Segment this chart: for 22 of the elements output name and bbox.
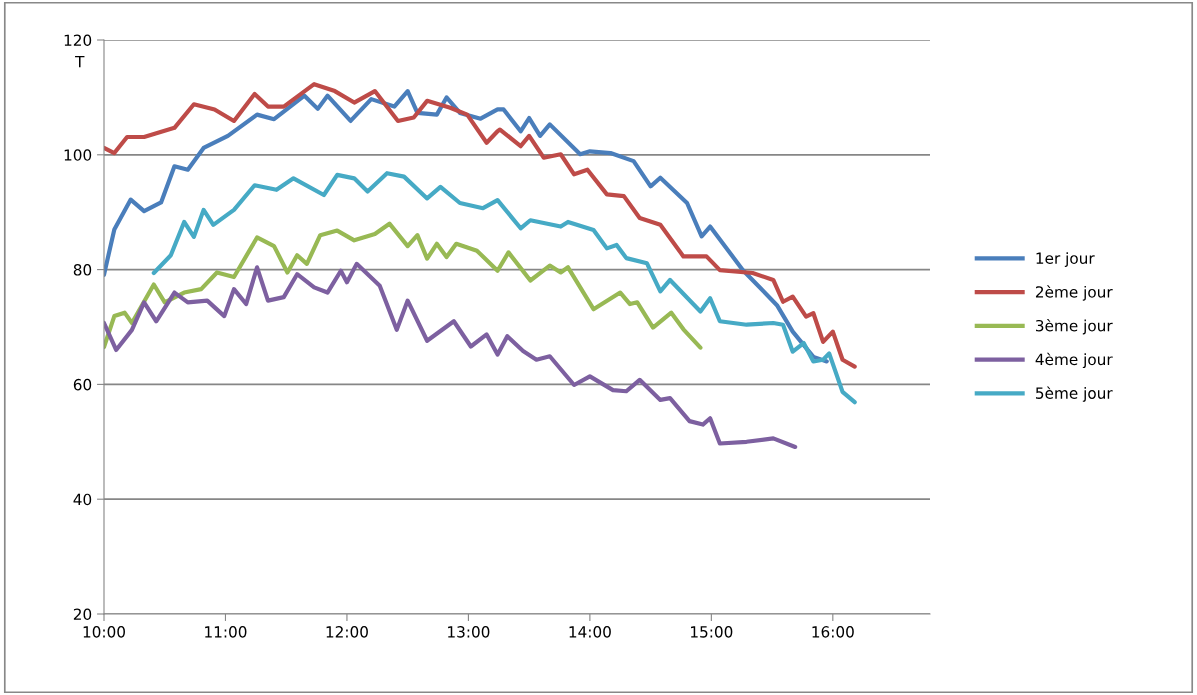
legend-label: 3ème jour	[1036, 319, 1113, 335]
line-series	[104, 221, 703, 350]
legend-label: 2ème jour	[1035, 285, 1113, 301]
x-tick-label: 10:00	[83, 626, 125, 638]
y-tick-label: 80	[73, 264, 92, 276]
x-tick-label: 14:00	[569, 626, 611, 638]
y-axis-title: T	[75, 56, 85, 68]
x-tick-label: 11:00	[205, 626, 247, 638]
legend-label: 5ème jour	[1036, 386, 1113, 402]
legend-label: 4ème jour	[1035, 352, 1113, 369]
x-tick-label: 12:00	[326, 626, 368, 638]
line-series	[151, 171, 857, 405]
y-tick-label: 20	[73, 608, 92, 621]
y-tick-label: 60	[73, 378, 92, 391]
y-tick-label: 120	[64, 34, 92, 47]
legend-label: 1er jour	[1036, 252, 1095, 267]
y-tick-label: 40	[73, 493, 92, 506]
x-tick-label: 13:00	[448, 626, 490, 638]
x-tick-label: 15:00	[691, 626, 733, 638]
line-series	[104, 261, 798, 450]
x-tick-label: 16:00	[812, 626, 854, 638]
y-tick-label: 100	[64, 149, 92, 161]
